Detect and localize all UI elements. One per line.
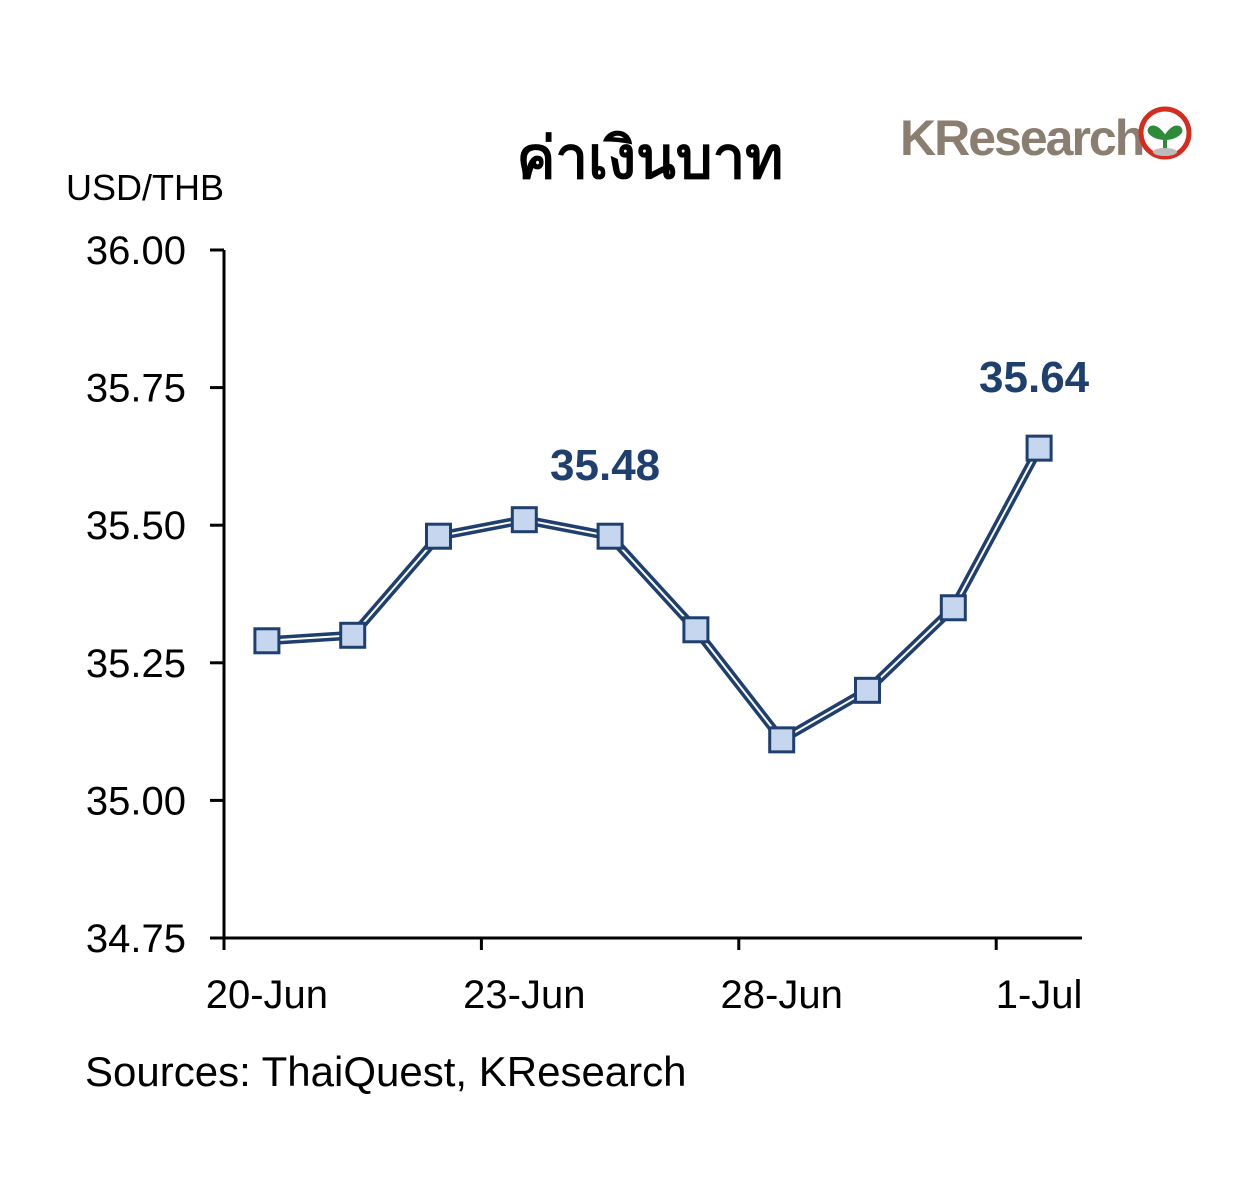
y-tick-label: 35.50 — [86, 504, 186, 548]
x-tick-label: 23-Jun — [463, 973, 585, 1017]
data-label: 35.48 — [550, 441, 660, 490]
marker — [339, 621, 367, 649]
x-tick-label: 28-Jun — [721, 973, 843, 1017]
marker — [510, 506, 538, 534]
marker — [1025, 434, 1053, 462]
logo-text: KResearch — [900, 110, 1143, 166]
marker — [854, 676, 881, 704]
marker — [939, 594, 967, 622]
marker — [253, 627, 281, 655]
y-tick-label: 35.75 — [86, 367, 186, 411]
marker — [682, 616, 710, 644]
x-tick-label: 1-Jul — [996, 973, 1083, 1017]
marker — [596, 522, 624, 550]
y-tick-label: 35.00 — [86, 779, 186, 823]
series-line — [266, 446, 1044, 745]
y-tick-label: 35.25 — [86, 642, 186, 686]
series-line-highlight — [266, 447, 1040, 741]
y-tick-label: 36.00 — [86, 229, 186, 273]
data-label: 35.64 — [979, 353, 1090, 402]
y-tick-label: 34.75 — [86, 917, 186, 961]
source-note: Sources: ThaiQuest, KResearch — [85, 1048, 687, 1095]
x-tick-label: 20-Jun — [206, 973, 328, 1017]
chart-title: ค่าเงินบาท — [517, 124, 784, 192]
marker — [768, 726, 796, 754]
marker — [425, 522, 452, 550]
logo-icon — [1138, 106, 1192, 160]
y-axis-label: USD/THB — [66, 167, 224, 208]
